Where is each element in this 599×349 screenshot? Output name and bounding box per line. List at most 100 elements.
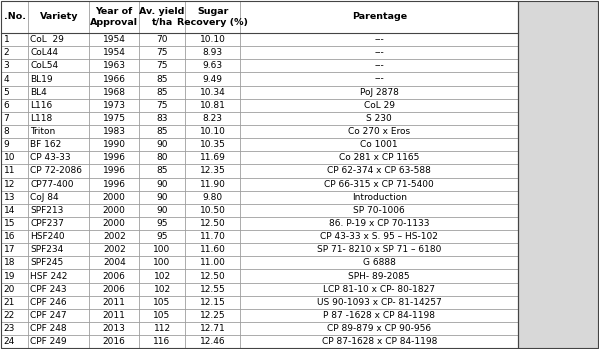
Bar (1, 86, 28, 99)
Text: P 87 -1628 x CP 84-1198: P 87 -1628 x CP 84-1198 (323, 311, 435, 320)
Bar (185, 151, 240, 164)
Bar (185, 59, 240, 73)
Text: 2000: 2000 (103, 219, 126, 228)
Text: 80: 80 (156, 153, 168, 162)
Text: 17: 17 (4, 245, 15, 254)
Text: 102: 102 (153, 285, 171, 294)
Text: CP 72-2086: CP 72-2086 (31, 166, 83, 176)
Bar (28, 112, 89, 125)
Bar (240, 191, 518, 204)
Bar (1, 269, 28, 283)
Text: 11.00: 11.00 (200, 258, 226, 267)
Bar (240, 33, 518, 46)
Bar (139, 230, 185, 243)
Bar (139, 164, 185, 178)
Bar (89, 230, 139, 243)
Text: HSF 242: HSF 242 (31, 272, 68, 281)
Bar (28, 309, 89, 322)
Bar (1, 204, 28, 217)
Text: 2002: 2002 (103, 232, 126, 241)
Bar (240, 283, 518, 296)
Text: 11.60: 11.60 (200, 245, 226, 254)
Bar (139, 59, 185, 73)
Bar (1, 243, 28, 257)
Bar (89, 164, 139, 178)
Bar (139, 125, 185, 138)
Text: Year of
Approval: Year of Approval (90, 7, 138, 27)
Bar (28, 335, 89, 348)
Text: 21: 21 (4, 298, 15, 307)
Bar (139, 191, 185, 204)
Text: 3: 3 (4, 61, 10, 70)
Text: CPF237: CPF237 (31, 219, 64, 228)
Text: 2: 2 (4, 48, 9, 57)
Text: S 230: S 230 (367, 114, 392, 123)
Bar (28, 46, 89, 59)
Text: PoJ 2878: PoJ 2878 (360, 88, 399, 97)
Bar (89, 46, 139, 59)
Bar (240, 322, 518, 335)
Bar (89, 309, 139, 322)
Bar (185, 217, 240, 230)
Text: CP 89-879 x CP 90-956: CP 89-879 x CP 90-956 (327, 324, 431, 333)
Bar (240, 257, 518, 269)
Text: 8: 8 (4, 127, 10, 136)
Bar (139, 322, 185, 335)
Text: 100: 100 (153, 258, 171, 267)
Bar (139, 138, 185, 151)
Bar (185, 112, 240, 125)
Bar (240, 138, 518, 151)
Text: CP77-400: CP77-400 (31, 180, 74, 188)
Text: Co 270 x Eros: Co 270 x Eros (348, 127, 410, 136)
Bar (1, 73, 28, 86)
Text: 1975: 1975 (103, 114, 126, 123)
Text: 100: 100 (153, 245, 171, 254)
Text: Parentage: Parentage (352, 12, 407, 21)
Text: 90: 90 (156, 140, 168, 149)
Bar (185, 164, 240, 178)
Bar (240, 269, 518, 283)
Bar (240, 125, 518, 138)
Text: SPF245: SPF245 (31, 258, 63, 267)
Text: 10.10: 10.10 (200, 127, 226, 136)
Bar (240, 164, 518, 178)
Text: 1966: 1966 (103, 74, 126, 83)
Bar (89, 99, 139, 112)
Text: ---: --- (374, 74, 384, 83)
Text: CP 66-315 x CP 71-5400: CP 66-315 x CP 71-5400 (325, 180, 434, 188)
Bar (240, 296, 518, 309)
Bar (518, 1, 598, 348)
Text: SP 71- 8210 x SP 71 – 6180: SP 71- 8210 x SP 71 – 6180 (317, 245, 441, 254)
Text: 1968: 1968 (103, 88, 126, 97)
Bar (240, 243, 518, 257)
Text: L116: L116 (31, 101, 53, 110)
Bar (28, 269, 89, 283)
Text: SPH- 89-2085: SPH- 89-2085 (349, 272, 410, 281)
Text: 6: 6 (4, 101, 10, 110)
Bar (1, 322, 28, 335)
Text: 2004: 2004 (103, 258, 126, 267)
Bar (185, 335, 240, 348)
Text: 90: 90 (156, 180, 168, 188)
Text: CoL  29: CoL 29 (31, 35, 64, 44)
Text: 1973: 1973 (103, 101, 126, 110)
Text: 75: 75 (156, 61, 168, 70)
Text: 10.10: 10.10 (200, 35, 226, 44)
Bar (185, 191, 240, 204)
Bar (139, 1, 185, 33)
Text: LCP 81-10 x CP- 80-1827: LCP 81-10 x CP- 80-1827 (323, 285, 435, 294)
Bar (139, 86, 185, 99)
Text: 1996: 1996 (103, 153, 126, 162)
Text: 2011: 2011 (103, 311, 126, 320)
Bar (240, 151, 518, 164)
Bar (185, 33, 240, 46)
Bar (139, 99, 185, 112)
Bar (89, 178, 139, 191)
Text: 10.34: 10.34 (200, 88, 226, 97)
Bar (139, 283, 185, 296)
Bar (185, 178, 240, 191)
Bar (89, 112, 139, 125)
Bar (28, 33, 89, 46)
Bar (185, 269, 240, 283)
Bar (1, 164, 28, 178)
